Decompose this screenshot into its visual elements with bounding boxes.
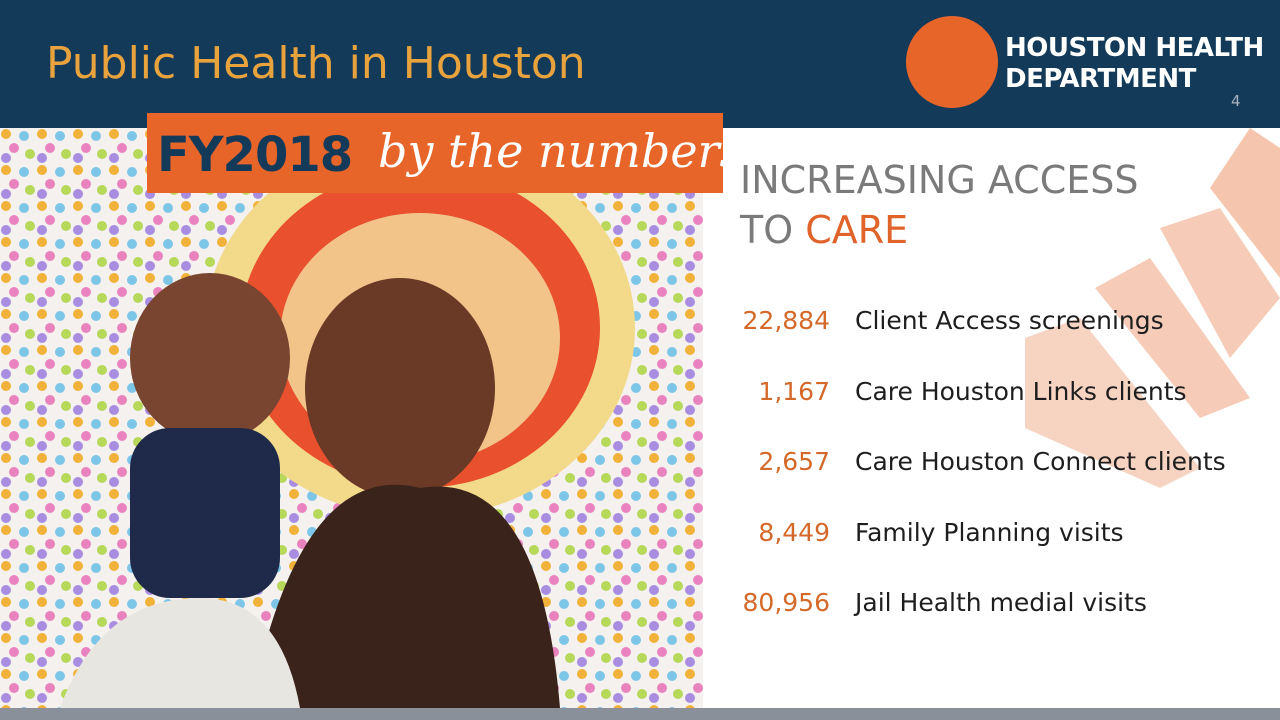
header-band xyxy=(0,0,1280,128)
logo-mark xyxy=(906,16,998,108)
stat-value: 80,956 xyxy=(742,588,830,617)
stat-value: 1,167 xyxy=(758,376,830,406)
stat-label: Family Planning visits xyxy=(855,517,1124,547)
slide-title: Public Health in Houston xyxy=(46,38,586,89)
stat-label: Client Access screenings xyxy=(855,306,1164,335)
banner-script: by the numbers xyxy=(378,124,744,178)
page-number: 4 xyxy=(1231,92,1241,110)
stat-value: 8,449 xyxy=(758,517,830,547)
banner xyxy=(147,113,723,193)
chevron-decoration xyxy=(1025,128,1280,488)
logo-text: DEPARTMENT xyxy=(1005,64,1196,94)
stat-value: 2,657 xyxy=(758,447,830,476)
heading: INCREASING ACCESS xyxy=(740,158,1139,202)
stat-label: Jail Health medial visits xyxy=(855,588,1147,617)
heading: TO CARE xyxy=(740,208,908,252)
stat-label: Care Houston Links clients xyxy=(855,376,1187,406)
heading-highlight: CARE xyxy=(805,208,909,252)
footer-band xyxy=(0,708,1280,720)
logo-text: HOUSTON HEALTH xyxy=(1005,33,1264,63)
banner-year: FY2018 xyxy=(157,127,353,183)
photo xyxy=(0,128,703,708)
stat-value: 22,884 xyxy=(742,306,830,335)
stat-label: Care Houston Connect clients xyxy=(855,447,1226,476)
heading-prefix: TO xyxy=(740,208,794,252)
